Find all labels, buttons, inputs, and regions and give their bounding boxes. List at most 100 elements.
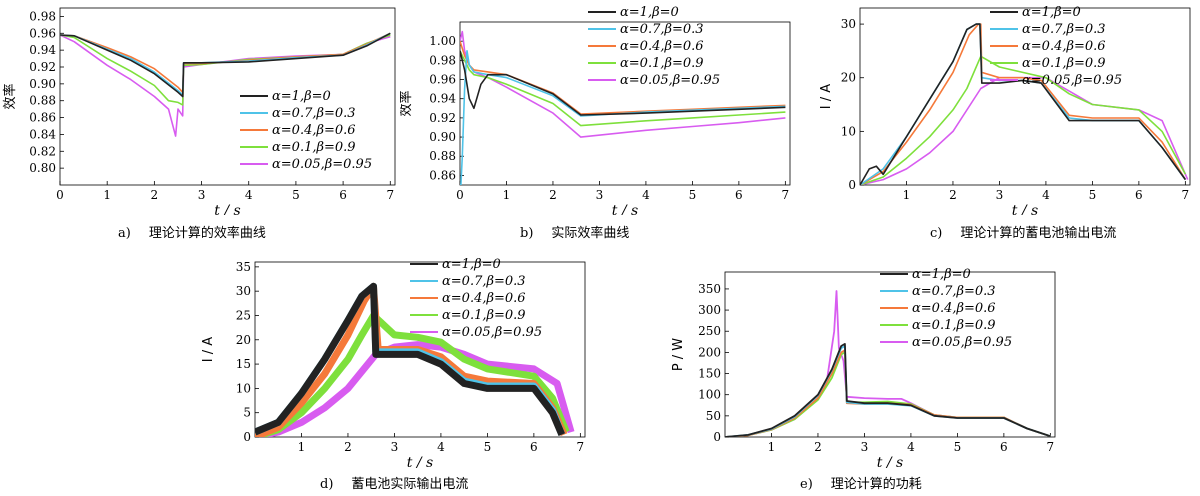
y-tick-label: 0.92 bbox=[429, 111, 456, 125]
y-tick-label: 0.96 bbox=[29, 26, 56, 40]
y-axis-label: I / A bbox=[819, 84, 834, 109]
legend-label: α=0.05,β=0.95 bbox=[912, 335, 1012, 350]
series-line-0 bbox=[60, 32, 391, 98]
series-line-0 bbox=[725, 343, 1051, 437]
y-tick-label: 0.98 bbox=[29, 9, 56, 23]
y-axis-label: 效率 bbox=[400, 90, 414, 116]
y-tick-label: 10 bbox=[236, 381, 251, 395]
x-tick-label: 6 bbox=[339, 188, 347, 202]
y-tick-label: 0.94 bbox=[429, 92, 456, 106]
legend-label: α=0.05,β=0.95 bbox=[272, 157, 372, 172]
series-line-1 bbox=[725, 345, 1051, 437]
y-tick-label: 35 bbox=[236, 260, 251, 274]
legend-label: α=0.1,β=0.9 bbox=[620, 56, 704, 71]
y-axis-label: P / W bbox=[671, 338, 686, 371]
y-tick-label: 50 bbox=[706, 409, 721, 423]
legend-label: α=0.05,β=0.95 bbox=[620, 73, 720, 88]
y-tick-label: 10 bbox=[841, 124, 856, 138]
legend-label: α=0.7,β=0.3 bbox=[1022, 22, 1106, 37]
y-tick-label: 15 bbox=[236, 357, 251, 371]
y-tick-label: 30 bbox=[841, 17, 856, 31]
series-line-4 bbox=[460, 30, 786, 138]
y-tick-label: 20 bbox=[841, 71, 856, 85]
legend-label: α=0.1,β=0.9 bbox=[1022, 56, 1106, 71]
y-tick-label: 0 bbox=[713, 430, 721, 444]
x-tick-label: 5 bbox=[292, 188, 300, 202]
x-tick-label: 3 bbox=[391, 440, 399, 454]
x-tick-label: 2 bbox=[949, 188, 957, 202]
legend-label: α=0.4,β=0.6 bbox=[912, 301, 996, 316]
caption-a-tag: a) bbox=[118, 226, 131, 241]
caption-a: a) 理论计算的效率曲线 bbox=[118, 222, 266, 241]
y-tick-label: 0.86 bbox=[29, 111, 56, 125]
y-tick-label: 0.88 bbox=[429, 149, 456, 163]
y-tick-label: 20 bbox=[236, 333, 251, 347]
y-axis-label: I / A bbox=[201, 337, 216, 362]
y-tick-label: 5 bbox=[243, 406, 251, 420]
legend-label: α=1,β=0 bbox=[272, 89, 331, 104]
plot-frame bbox=[459, 21, 791, 186]
x-tick-label: 4 bbox=[1042, 188, 1050, 202]
x-axis-label: t / s bbox=[214, 203, 240, 215]
caption-b: b) 实际效率曲线 bbox=[520, 222, 629, 241]
series-line-3 bbox=[255, 312, 570, 437]
y-tick-label: 0.82 bbox=[29, 144, 56, 158]
chart-c: 1 2 3 4 5 6 7 0 10 20 30 t / s I / A α=1,β=0 α=0.7,β=0… bbox=[819, 5, 1191, 215]
y-tick-label: 0.84 bbox=[29, 127, 56, 141]
plot-frame bbox=[254, 261, 586, 438]
x-axis-label: t / s bbox=[877, 455, 903, 470]
y-tick-label: 25 bbox=[236, 308, 251, 322]
x-tick-label: 4 bbox=[642, 188, 650, 202]
y-tick-label: 100 bbox=[698, 388, 721, 402]
plot-frame bbox=[724, 271, 1056, 438]
caption-e-tag: e) bbox=[800, 477, 813, 492]
legend-label: α=0.1,β=0.9 bbox=[912, 318, 996, 333]
legend-label: α=0.4,β=0.6 bbox=[442, 291, 526, 306]
x-tick-label: 0 bbox=[456, 188, 464, 202]
legend-label: α=0.7,β=0.3 bbox=[442, 274, 526, 289]
x-tick-label: 6 bbox=[1135, 188, 1143, 202]
legend-label: α=0.05,β=0.95 bbox=[1022, 73, 1122, 88]
series-line-1 bbox=[60, 32, 391, 96]
legend-label: α=0.7,β=0.3 bbox=[620, 22, 704, 37]
y-tick-label: 30 bbox=[236, 284, 251, 298]
y-tick-label: 0.88 bbox=[29, 94, 56, 108]
x-axis-label: t / s bbox=[407, 455, 433, 470]
chart-d: 1 2 3 4 5 6 7 0 5 10 15 20 25 30 35 t / s I / A α=1,β=0 α=… bbox=[201, 257, 586, 470]
x-tick-label: 6 bbox=[530, 440, 538, 454]
legend-label: α=0.7,β=0.3 bbox=[272, 106, 356, 121]
legend-label: α=0.1,β=0.9 bbox=[272, 140, 356, 155]
series-line-3 bbox=[460, 50, 786, 127]
series-line-3 bbox=[725, 351, 1051, 437]
x-tick-label: 1 bbox=[298, 440, 306, 454]
series-line-3 bbox=[60, 34, 391, 106]
x-tick-label: 2 bbox=[151, 188, 159, 202]
x-tick-label: 6 bbox=[1000, 440, 1008, 454]
legend-label: α=0.4,β=0.6 bbox=[620, 39, 704, 54]
caption-d-tag: d) bbox=[320, 477, 334, 492]
series-line-0 bbox=[460, 50, 786, 116]
caption-e-text: 理论计算的功耗 bbox=[830, 477, 922, 492]
x-tick-label: 4 bbox=[245, 188, 253, 202]
x-tick-label: 7 bbox=[1047, 440, 1055, 454]
chart-b: 0 1 2 3 4 5 6 7 0.86 0.88 0.90 0.92 0.94 0.96 0.98 1.00… bbox=[400, 5, 791, 215]
x-tick-label: 2 bbox=[814, 440, 822, 454]
x-tick-label: 1 bbox=[103, 188, 111, 202]
x-tick-label: 3 bbox=[861, 440, 869, 454]
x-tick-label: 1 bbox=[503, 188, 511, 202]
caption-e: e) 理论计算的功耗 bbox=[800, 473, 922, 492]
x-tick-label: 5 bbox=[1089, 188, 1097, 202]
caption-b-text: 实际效率曲线 bbox=[551, 226, 630, 241]
x-tick-label: 5 bbox=[484, 440, 492, 454]
caption-b-tag: b) bbox=[520, 226, 534, 241]
plot-frame bbox=[859, 7, 1191, 186]
x-tick-label: 3 bbox=[996, 188, 1004, 202]
y-tick-label: 0.96 bbox=[429, 73, 456, 87]
x-tick-label: 5 bbox=[954, 440, 962, 454]
x-tick-label: 1 bbox=[903, 188, 911, 202]
x-tick-label: 2 bbox=[344, 440, 352, 454]
plot-frame bbox=[59, 7, 396, 186]
y-tick-label: 200 bbox=[698, 345, 721, 359]
caption-d: d) 蓄电池实际输出电流 bbox=[320, 473, 468, 492]
legend-label: α=1,β=0 bbox=[912, 267, 971, 282]
